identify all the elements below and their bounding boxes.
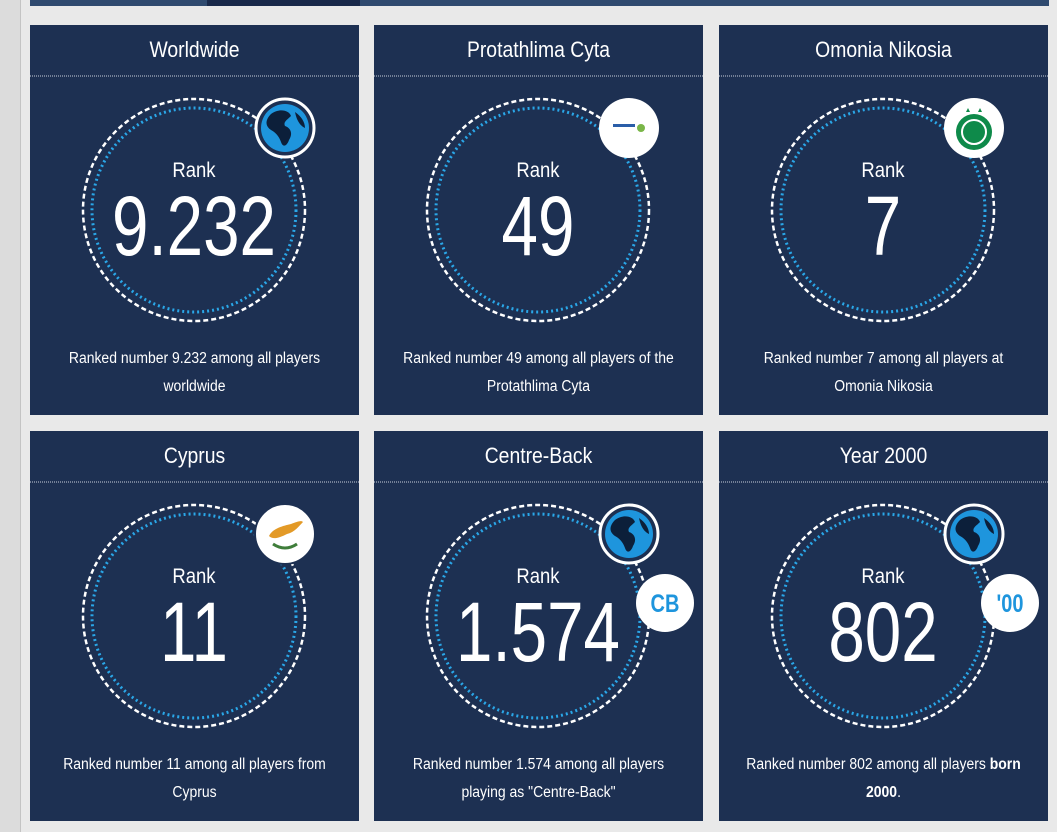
rank-card: Rank 49 Protathlima Cyta Ranked number 49 a… <box>374 25 703 415</box>
description-text: Ranked number 49 among all players of th… <box>403 350 674 367</box>
rank-label: Rank <box>516 565 559 588</box>
description-text: Ranked number 9.232 among all players <box>68 350 321 367</box>
outer-ring <box>770 97 996 323</box>
rank-label: Rank <box>516 159 559 182</box>
rank-value: 11 <box>160 585 228 679</box>
rank-label: Rank <box>172 565 215 588</box>
rank-card: Rank 1.574 CB Centre-Back Ranked number 1.57… <box>374 431 703 821</box>
outer-ring <box>81 503 307 729</box>
badge-circle <box>599 98 659 158</box>
rank-card: Rank 7 Omonia Nikosia Ranked number 7 among… <box>719 25 1048 415</box>
league-logo <box>613 124 635 127</box>
card-title: Omonia Nikosia <box>815 37 952 62</box>
tag-circle <box>636 574 694 632</box>
crest-stars <box>966 108 982 112</box>
description-text: Protathlima Cyta <box>486 378 591 395</box>
badge <box>599 98 659 158</box>
card-title: Protathlima Cyta <box>466 37 611 62</box>
description-text: . <box>897 784 901 801</box>
continents <box>610 516 649 552</box>
badge <box>254 503 316 565</box>
description: Ranked number 49 among all players of th… <box>374 345 703 401</box>
badge <box>944 98 1004 158</box>
sidebar-edge <box>0 0 21 832</box>
card-title: Cyprus <box>163 443 226 468</box>
outer-ring <box>81 97 307 323</box>
rank-value: 802 <box>828 585 937 679</box>
rank-card: Rank 9.232 Worldwide Ranked number 9.232 am… <box>30 25 359 415</box>
tag-label: '00 <box>997 590 1024 618</box>
description-line: Ranked number 1.574 among all players <box>390 751 686 779</box>
continents <box>266 110 305 146</box>
league-logo-dot <box>637 124 645 132</box>
inner-ring <box>434 106 642 314</box>
rank-label: Rank <box>861 565 904 588</box>
flag-island <box>269 521 303 539</box>
continents <box>955 516 994 552</box>
description-text: Ranked number 802 among all players <box>746 756 990 773</box>
description-line: Ranked number 11 among all players from <box>46 751 342 779</box>
description-text: Omonia Nikosia <box>834 378 933 395</box>
description-text: Cyprus <box>172 784 217 801</box>
outer-ring <box>425 97 651 323</box>
card-title: Centre-Back <box>484 443 593 468</box>
description-bold: 2000 <box>866 784 898 801</box>
card-title: Worldwide <box>149 37 240 62</box>
description-line: Protathlima Cyta <box>390 373 686 401</box>
description: Ranked number 1.574 among all players pla… <box>374 751 703 807</box>
description-text: playing as "Centre-Back" <box>461 784 616 801</box>
rank-value: 7 <box>865 179 901 273</box>
description-line: Cyprus <box>46 779 342 807</box>
description: Ranked number 11 among all players from C… <box>30 751 359 807</box>
description-line: Ranked number 7 among all players at <box>735 345 1031 373</box>
description-text: worldwide <box>163 378 226 395</box>
tab-bar <box>30 0 1049 6</box>
description-text: Ranked number 7 among all players at <box>763 350 1004 367</box>
badge <box>943 503 1005 565</box>
description-bold: born <box>989 756 1021 773</box>
inner-ring <box>779 106 987 314</box>
card-title: Year 2000 <box>839 443 928 468</box>
description-line: worldwide <box>46 373 342 401</box>
tag-circle <box>981 574 1039 632</box>
description-line: Omonia Nikosia <box>735 373 1031 401</box>
inner-ring <box>90 106 298 314</box>
description-line: 2000. <box>735 779 1031 807</box>
flag-branches <box>272 542 298 550</box>
rank-card: Rank 802 '00 Year 2000 Ranked number 802 amo… <box>719 431 1048 821</box>
rank-label: Rank <box>861 159 904 182</box>
inner-ring <box>90 512 298 720</box>
badge <box>254 97 316 159</box>
rank-card: Rank 11 Cyprus Ranked number 11 among all p… <box>30 431 359 821</box>
description-line: playing as "Centre-Back" <box>390 779 686 807</box>
rank-label: Rank <box>172 159 215 182</box>
tag-label: CB <box>651 590 680 618</box>
description: Ranked number 9.232 among all players wor… <box>30 345 359 401</box>
description-line: Ranked number 49 among all players of th… <box>390 345 686 373</box>
description-text: Ranked number 11 among all players from <box>63 756 326 773</box>
active-tab[interactable] <box>207 0 360 6</box>
crest-ring <box>961 119 987 145</box>
description: Ranked number 7 among all players at Omon… <box>719 345 1048 401</box>
rank-value: 1.574 <box>456 585 620 679</box>
description-line: Ranked number 9.232 among all players <box>46 345 342 373</box>
description-text: Ranked number 1.574 among all players <box>412 756 665 773</box>
description-line: Ranked number 802 among all players born <box>735 751 1031 779</box>
badge <box>598 503 660 565</box>
description: Ranked number 802 among all players born… <box>719 751 1048 807</box>
rank-value: 9.232 <box>112 179 276 273</box>
rank-value: 49 <box>502 179 575 273</box>
